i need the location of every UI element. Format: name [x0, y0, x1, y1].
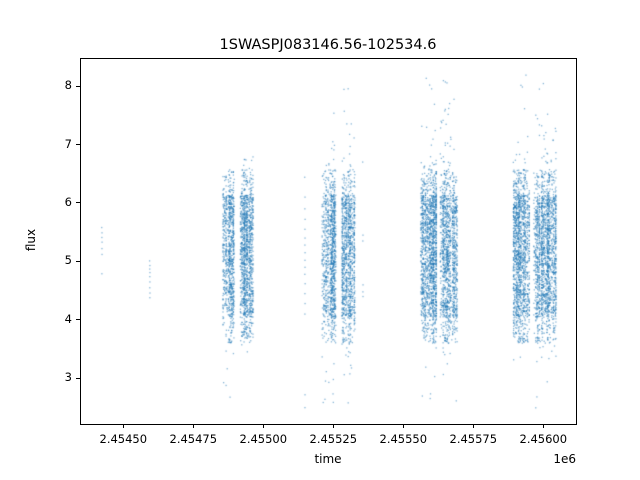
y-tick-mark — [76, 85, 80, 87]
scatter-canvas — [80, 58, 576, 424]
y-tick-mark — [76, 260, 80, 262]
x-tick-label: 2.45550 — [379, 432, 428, 446]
y-axis-label: flux — [24, 228, 38, 252]
y-tick-label: 3 — [64, 370, 72, 385]
x-tick-mark — [542, 424, 544, 428]
y-tick-mark — [76, 202, 80, 204]
y-tick-label: 6 — [64, 194, 72, 209]
x-tick-label: 2.45450 — [99, 432, 148, 446]
x-tick-label: 2.45475 — [169, 432, 218, 446]
y-tick-label: 7 — [64, 136, 72, 151]
y-tick-mark — [76, 144, 80, 146]
x-tick-mark — [472, 424, 474, 428]
y-tick-mark — [76, 319, 80, 321]
x-tick-mark — [262, 424, 264, 428]
y-tick-label: 8 — [64, 78, 72, 93]
x-tick-label: 2.45600 — [519, 432, 568, 446]
x-axis-label: time — [314, 452, 342, 466]
x-tick-mark — [122, 424, 124, 428]
x-tick-mark — [192, 424, 194, 428]
y-tick-mark — [76, 377, 80, 379]
axis-offset-label: 1e6 — [553, 452, 576, 466]
x-tick-mark — [402, 424, 404, 428]
plot-title: 1SWASPJ083146.56-102534.6 — [219, 37, 437, 53]
x-tick-label: 2.45500 — [239, 432, 288, 446]
y-tick-label: 4 — [64, 311, 72, 326]
x-tick-label: 2.45525 — [309, 432, 358, 446]
x-tick-label: 2.45575 — [449, 432, 498, 446]
x-tick-mark — [332, 424, 334, 428]
y-tick-label: 5 — [64, 253, 72, 268]
